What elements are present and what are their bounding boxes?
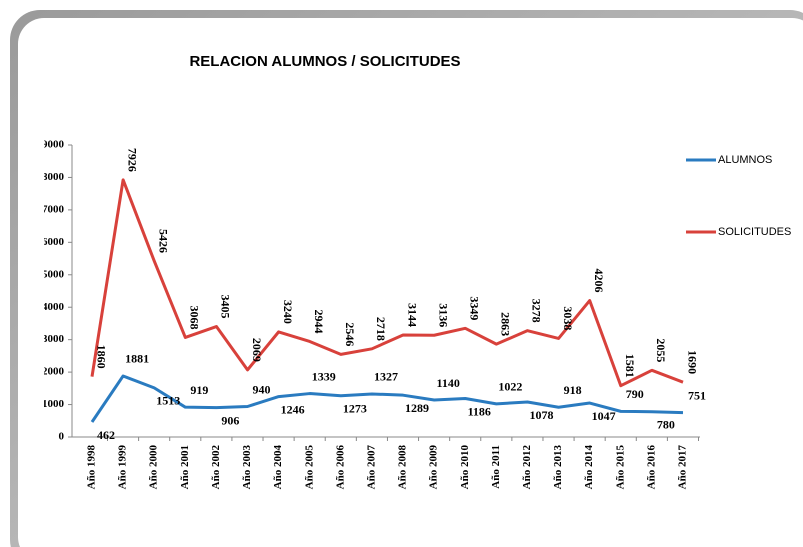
x-tick-label: Año 2017: [677, 445, 689, 490]
series-line: [90, 178, 684, 388]
data-label: 918: [564, 383, 582, 397]
data-label: 751: [688, 388, 706, 402]
data-label: 3136: [436, 303, 450, 327]
x-tick-label: Año 2016: [645, 445, 657, 490]
y-tick-label: 0: [59, 431, 65, 443]
data-label: 1022: [498, 380, 522, 394]
data-label: 3278: [530, 299, 544, 323]
y-tick-label: 4000: [42, 301, 65, 313]
series-line: [90, 374, 684, 423]
x-tick-label: Año 2008: [397, 445, 409, 490]
x-tick-label: Año 2009: [428, 445, 440, 490]
data-label: 3240: [281, 300, 295, 324]
x-tick-label: Año 2011: [490, 445, 502, 489]
data-label: 2863: [499, 312, 513, 336]
data-label: 7926: [125, 148, 139, 172]
y-tick-label: 5000: [42, 268, 65, 280]
data-label: 1860: [94, 345, 108, 369]
data-label: 3038: [561, 306, 575, 330]
data-label: 1246: [281, 402, 305, 416]
x-tick-label: Año 1998: [86, 445, 98, 490]
data-label: 5426: [156, 229, 170, 253]
data-label: 2546: [343, 322, 357, 346]
x-tick-label: Año 2007: [365, 445, 377, 490]
data-label: 2069: [250, 338, 264, 362]
data-label: 2055: [654, 338, 668, 362]
data-label: 906: [221, 413, 239, 427]
x-tick-label: Año 2004: [272, 445, 284, 490]
chart-title: RELACION ALUMNOS / SOLICITUDES: [189, 53, 460, 70]
x-tick-label: Año 2010: [459, 445, 471, 490]
data-label: 2718: [374, 317, 388, 341]
data-label: 780: [657, 417, 675, 431]
x-tick-label: Año 2014: [583, 445, 595, 490]
data-label: 919: [190, 383, 208, 397]
y-tick-label: 6000: [42, 236, 65, 248]
data-label: 1513: [156, 394, 180, 408]
plot: RELACION ALUMNOS / SOLICITUDES 0 1000 2000…: [42, 53, 791, 490]
data-label: 1690: [685, 350, 699, 374]
data-label: 3405: [219, 295, 233, 319]
data-label: 1339: [312, 369, 336, 383]
x-tick-label: Año 2006: [334, 445, 346, 490]
data-label: 1273: [343, 401, 367, 415]
x-tick-label: Año 2002: [210, 445, 222, 490]
y-tick-label: 7000: [42, 203, 65, 215]
x-tick-label: Año 2013: [552, 445, 564, 490]
y-tick-label: 9000: [42, 139, 65, 151]
data-label: 2944: [312, 309, 326, 333]
data-label: 790: [626, 387, 644, 401]
y-tick-label: 3000: [42, 333, 65, 345]
data-label: 462: [97, 428, 115, 442]
data-label: 3349: [468, 296, 482, 320]
data-label: 1289: [405, 401, 429, 415]
y-tick-label: 8000: [42, 171, 65, 183]
y-tick-label: 2000: [42, 366, 65, 378]
data-label: 1140: [436, 376, 459, 390]
data-label: 1078: [529, 408, 553, 422]
x-tick-label: Año 2000: [148, 445, 160, 490]
data-label: 1881: [125, 352, 149, 366]
data-label: 3144: [405, 303, 419, 327]
x-tick-label: Año 2015: [614, 445, 626, 490]
data-label: 1186: [468, 404, 491, 418]
x-tick-label: Año 2012: [521, 445, 533, 490]
data-label: 3068: [188, 305, 202, 329]
x-tick-label: Año 1999: [117, 445, 129, 490]
legend-label: ALUMNOS: [718, 154, 772, 166]
x-tick-label: Año 2001: [179, 445, 191, 489]
data-label: 1581: [623, 354, 637, 378]
data-label: 1327: [374, 370, 398, 384]
x-tick-label: Año 2005: [303, 445, 315, 490]
data-label: 940: [253, 382, 271, 396]
legend-label: SOLICITUDES: [718, 226, 791, 238]
data-label: 4206: [592, 269, 606, 293]
y-tick-label: 1000: [42, 398, 65, 410]
card: [18, 18, 803, 547]
data-label: 1047: [592, 409, 616, 423]
x-tick-label: Año 2003: [241, 445, 253, 490]
